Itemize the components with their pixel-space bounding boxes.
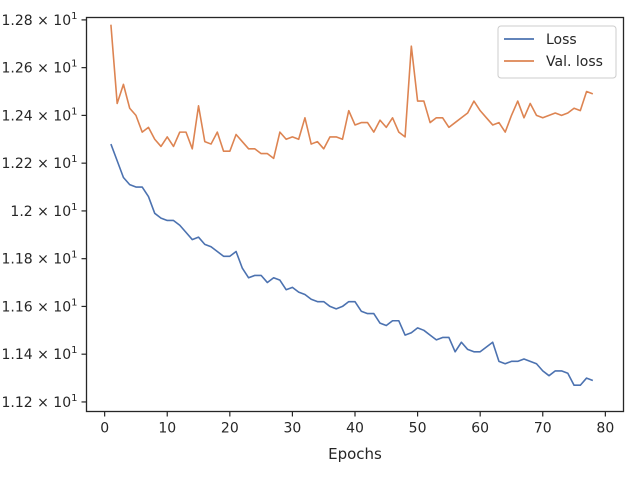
y-tick-label: 1.18 × 101 <box>2 250 78 268</box>
x-tick-label: 40 <box>346 421 364 437</box>
y-tick-label: 1.26 × 101 <box>2 59 78 77</box>
y-tick-label: 1.24 × 101 <box>2 106 78 124</box>
x-tick-label: 70 <box>534 421 552 437</box>
x-tick-label: 0 <box>100 421 109 437</box>
y-tick-label: 1.12 × 101 <box>2 393 78 411</box>
x-tick-label: 20 <box>221 421 239 437</box>
x-tick-label: 30 <box>283 421 301 437</box>
x-tick-label: 10 <box>158 421 176 437</box>
x-tick-label: 50 <box>409 421 427 437</box>
legend-label: Loss <box>546 32 577 48</box>
y-tick-label: 1.16 × 101 <box>2 297 78 315</box>
plot-lines <box>110 24 594 387</box>
x-axis: 0 10 20 30 40 50 60 70 80 <box>100 411 614 437</box>
legend: Loss Val. loss <box>497 25 617 79</box>
y-tick-label: 1.2 × 101 <box>10 202 77 220</box>
y-tick-label: 1.22 × 101 <box>2 154 78 172</box>
legend-label: Val. loss <box>546 54 603 70</box>
y-tick-label: 1.28 × 101 <box>2 11 78 29</box>
y-tick-label: 1.14 × 101 <box>2 345 78 363</box>
series-line-0 <box>110 143 594 387</box>
x-tick-label: 80 <box>596 421 614 437</box>
y-axis: 1.12 × 101 1.14 × 101 1.16 × 101 1.18 × 101… <box>2 11 87 411</box>
x-tick-label: 60 <box>471 421 489 437</box>
x-axis-title: Epochs <box>328 445 382 463</box>
series-line-1 <box>110 24 594 160</box>
